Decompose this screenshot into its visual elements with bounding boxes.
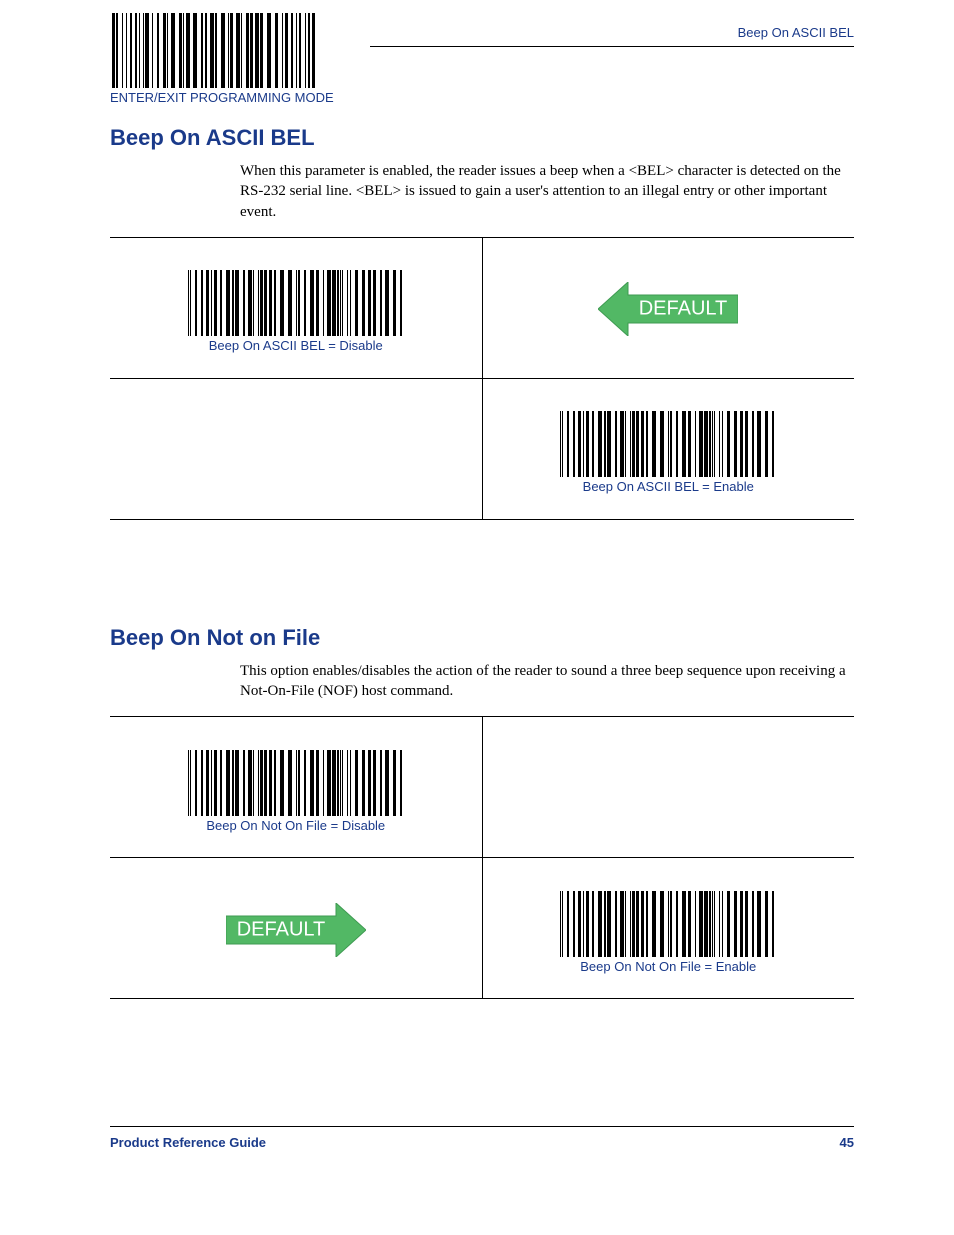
arrow-right-icon: DEFAULT xyxy=(226,903,366,957)
cell-nof-enable: Beep On Not On File = Enable xyxy=(482,858,854,999)
barcode-icon xyxy=(110,13,320,88)
enter-exit-caption: ENTER/EXIT PROGRAMMING MODE xyxy=(110,90,854,105)
section-body-not-on-file: This option enables/disables the action … xyxy=(240,661,854,702)
cell-bel-empty xyxy=(110,378,482,519)
barcode-icon xyxy=(186,750,406,816)
barcode-caption: Beep On Not On File = Disable xyxy=(110,818,482,833)
cell-nof-empty xyxy=(482,717,854,858)
barcode-icon xyxy=(558,891,778,957)
footer-right: 45 xyxy=(840,1135,854,1150)
cell-nof-default-arrow: DEFAULT xyxy=(110,858,482,999)
barcode-icon xyxy=(558,411,778,477)
barcode-caption: Beep On ASCII BEL = Disable xyxy=(110,338,482,353)
options-table-not-on-file: Beep On Not On File = Disable DEFAULT Be… xyxy=(110,716,854,999)
barcode-icon xyxy=(186,270,406,336)
section-body-ascii-bel: When this parameter is enabled, the read… xyxy=(240,161,854,222)
cell-bel-default-arrow: DEFAULT xyxy=(482,237,854,378)
arrow-left-icon: DEFAULT xyxy=(598,282,738,336)
default-arrow: DEFAULT xyxy=(226,903,366,962)
section-title-ascii-bel: Beep On ASCII BEL xyxy=(110,125,854,151)
barcode-caption: Beep On Not On File = Enable xyxy=(483,959,855,974)
cell-bel-enable: Beep On ASCII BEL = Enable xyxy=(482,378,854,519)
default-arrow-label: DEFAULT xyxy=(236,918,325,940)
footer-left: Product Reference Guide xyxy=(110,1135,266,1150)
barcode-caption: Beep On ASCII BEL = Enable xyxy=(483,479,855,494)
default-arrow-label: DEFAULT xyxy=(639,298,728,320)
page-footer: Product Reference Guide 45 xyxy=(110,1126,854,1150)
section-title-not-on-file: Beep On Not on File xyxy=(110,625,854,651)
footer-rule xyxy=(110,1126,854,1127)
cell-nof-disable: Beep On Not On File = Disable xyxy=(110,717,482,858)
cell-bel-disable: Beep On ASCII BEL = Disable xyxy=(110,237,482,378)
options-table-ascii-bel: Beep On ASCII BEL = Disable DEFAULT Beep… xyxy=(110,237,854,520)
default-arrow: DEFAULT xyxy=(598,282,738,341)
